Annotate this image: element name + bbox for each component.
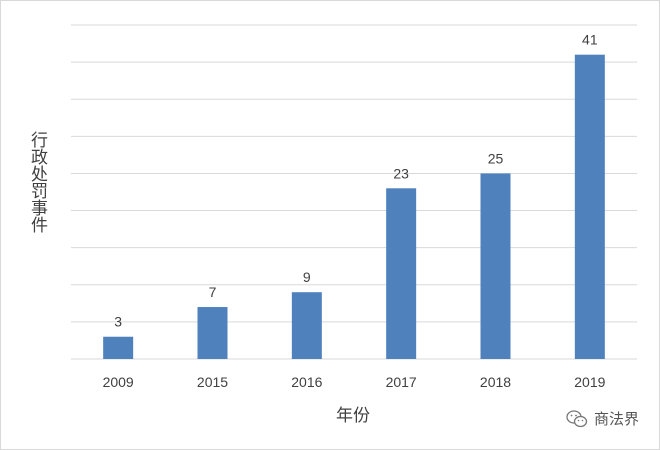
data-label-2015: 7 [209, 284, 217, 300]
bar-2019 [574, 54, 605, 359]
bar-2017 [386, 188, 417, 359]
x-tick-2019: 2019 [574, 374, 605, 390]
data-label-2019: 41 [582, 32, 598, 48]
x-tick-2016: 2016 [291, 374, 322, 390]
bar-2009 [103, 336, 134, 359]
gridlines [71, 24, 637, 360]
x-tick-2017: 2017 [386, 374, 417, 390]
bar-2018 [480, 173, 511, 359]
y-axis-label: 行政处罚事件 [27, 131, 48, 233]
x-tick-labels: 2009 2015 2016 2017 2018 2019 [103, 374, 606, 390]
watermark-text: 商法界 [593, 410, 639, 428]
x-tick-2009: 2009 [103, 374, 134, 390]
watermark: 商法界 [566, 408, 639, 429]
x-tick-2015: 2015 [197, 374, 228, 390]
wechat-icon [566, 409, 588, 427]
data-label-2016: 9 [303, 269, 311, 285]
x-tick-2018: 2018 [480, 374, 511, 390]
data-label-2017: 23 [393, 165, 409, 181]
data-label-2018: 25 [488, 150, 504, 166]
data-labels: 3 7 9 23 25 41 [114, 32, 598, 330]
bar-2016 [291, 292, 322, 359]
bar-series [103, 54, 605, 359]
bar-2015 [197, 307, 228, 359]
data-label-2009: 3 [114, 314, 122, 330]
x-axis-label: 年份 [336, 406, 370, 426]
